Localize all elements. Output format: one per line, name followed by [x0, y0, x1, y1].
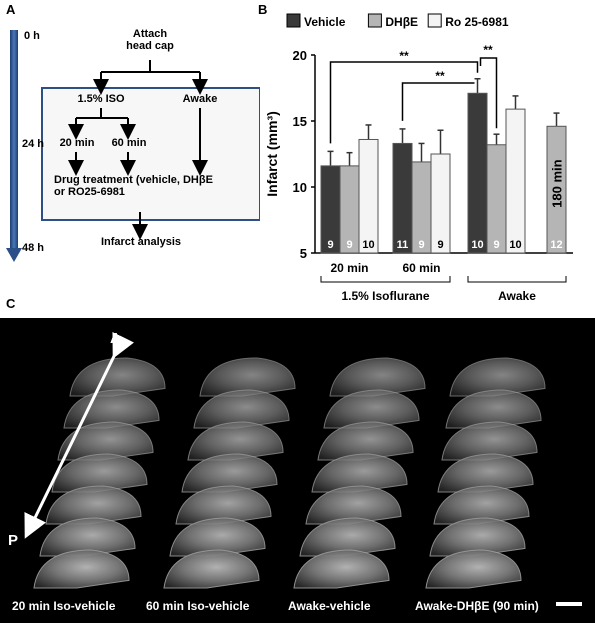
- brain-slice: [437, 453, 534, 493]
- y-tick-label: 10: [293, 180, 307, 195]
- brain-slice: [305, 485, 402, 525]
- caption-20min-iso: 20 min Iso-vehicle: [12, 599, 116, 613]
- treatment-box: [41, 87, 260, 221]
- bar: [392, 142, 413, 254]
- brain-slice: [441, 421, 538, 461]
- legend-swatch: [427, 13, 442, 28]
- brain-slice: [449, 357, 546, 397]
- caption-awake-dhbe: Awake-DHβE (90 min): [415, 599, 539, 613]
- bracket-label: Awake: [498, 289, 536, 300]
- brain-slice: [193, 389, 290, 429]
- y-tick-label: 20: [293, 48, 307, 63]
- panel-b-label: B: [258, 2, 268, 17]
- bar-n-label: 10: [362, 239, 374, 251]
- drug-line-2: or RO25-6981: [54, 186, 125, 198]
- bar: [358, 138, 379, 254]
- attach-line-2: head cap: [126, 40, 174, 52]
- panel-c-label: C: [6, 296, 16, 311]
- bar-note: 180 min: [550, 159, 565, 207]
- brain-slice: [323, 389, 420, 429]
- bar-n-label: 9: [437, 239, 443, 251]
- scale-bar: [556, 602, 582, 606]
- sig-line-20min: [329, 61, 479, 144]
- brain-slice: [317, 421, 414, 461]
- brain-slice: [33, 549, 130, 589]
- brain-slice: [329, 357, 426, 397]
- timeline-bar: [10, 30, 18, 250]
- caption-60min-iso: 60 min Iso-vehicle: [146, 599, 250, 613]
- drug-label: Drug treatment (vehicle, DHβE or RO25-69…: [54, 174, 254, 198]
- y-tick-label: 5: [300, 246, 307, 261]
- axis-a-label: A: [110, 330, 121, 347]
- significance-mark: **: [483, 43, 493, 57]
- brain-slice: [433, 485, 530, 525]
- brain-slice: [163, 549, 260, 589]
- infarct-analysis-label: Infarct analysis: [100, 236, 182, 248]
- caption-awake-vehicle: Awake-vehicle: [288, 599, 371, 613]
- legend-swatch: [286, 13, 301, 28]
- timeline-48h: 48 h: [22, 242, 45, 254]
- bar-n-label: 12: [550, 239, 562, 251]
- timeline-0h: 0 h: [24, 30, 40, 42]
- brain-slice: [181, 453, 278, 493]
- bracket-label: 1.5% Isoflurane: [341, 289, 429, 300]
- infarct-bar-chart: 5 10 15 20 Infarct (mm³) Vehicle DHβE Ro 25-698…: [264, 13, 573, 300]
- brain-slice: [445, 389, 542, 429]
- bar-n-label: 11: [397, 239, 409, 251]
- brain-slice: [293, 549, 390, 589]
- group-label: 60 min: [402, 261, 440, 275]
- bar: [546, 125, 567, 254]
- bar-n-label: 9: [418, 239, 424, 251]
- bar: [430, 153, 451, 254]
- legend-swatch: [367, 13, 382, 28]
- panel-a-label: A: [6, 2, 16, 17]
- brain-slice: [299, 517, 396, 557]
- drug-line-1: Drug treatment (vehicle, DHβE: [54, 174, 213, 186]
- brain-slice: [175, 485, 272, 525]
- legend-label: Ro 25-6981: [445, 15, 509, 29]
- iso-label: 1.5% ISO: [77, 93, 125, 105]
- brain-slice: [169, 517, 266, 557]
- brain-slice: [311, 453, 408, 493]
- y-tick-label: 15: [293, 114, 307, 129]
- y-axis-label: Infarct (mm³): [264, 111, 280, 197]
- bar-n-label: 9: [327, 239, 333, 251]
- group-label: 20 min: [330, 261, 368, 275]
- sig-line-60min: [401, 82, 475, 121]
- bar-n-label: 10: [471, 239, 483, 251]
- timeline-24h: 24 h: [22, 138, 45, 150]
- axis-p-label: P: [8, 532, 19, 549]
- significance-mark: **: [435, 69, 445, 83]
- brain-slice: [199, 357, 296, 397]
- brain-slice: [425, 549, 522, 589]
- min60-label: 60 min: [111, 137, 147, 149]
- bar-n-label: 10: [509, 239, 521, 251]
- legend-label: Vehicle: [304, 15, 346, 29]
- brain-slice: [429, 517, 526, 557]
- flow-diagram: [6, 30, 260, 262]
- timeline-arrowhead: [6, 248, 22, 262]
- bar: [467, 92, 488, 254]
- legend-label: DHβE: [385, 15, 418, 29]
- brain-slice: [187, 421, 284, 461]
- group-bracket: [320, 276, 451, 283]
- min20-label: 20 min: [59, 137, 95, 149]
- sig-line-dhbe: [479, 57, 498, 129]
- attach-label: Attach head cap: [115, 28, 185, 52]
- bar: [486, 144, 507, 254]
- bar-n-label: 9: [346, 239, 352, 251]
- attach-line-1: Attach: [132, 28, 168, 40]
- brain-slices-image: [0, 318, 595, 623]
- awake-label: Awake: [182, 93, 218, 105]
- bar: [505, 108, 526, 254]
- group-bracket: [467, 276, 567, 283]
- bar-n-label: 9: [493, 239, 499, 251]
- significance-mark: **: [399, 49, 409, 63]
